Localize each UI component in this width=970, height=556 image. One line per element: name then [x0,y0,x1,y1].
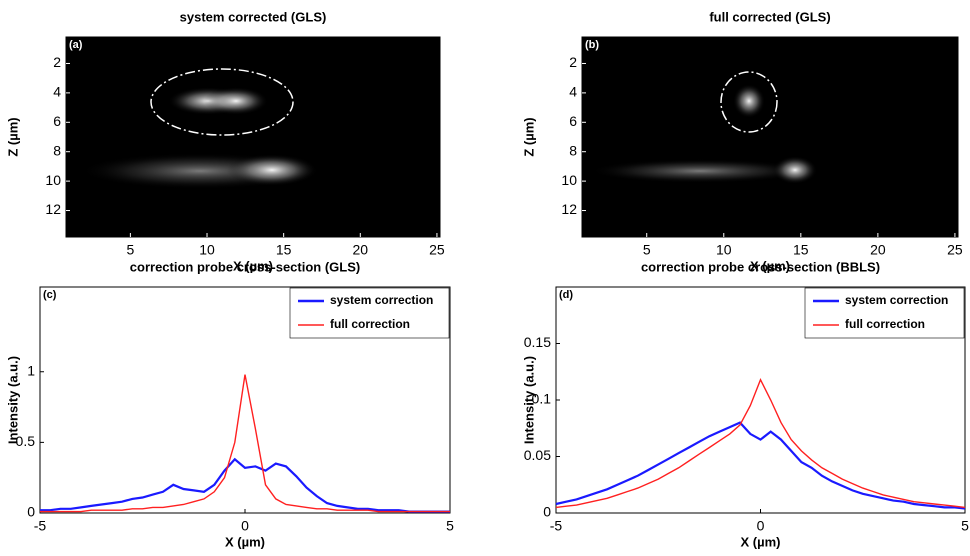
legend-label: full correction [845,317,925,331]
y-axis-label: Intensity (a.u.) [5,356,20,444]
chart-title: correction probe cross-section (GLS) [130,259,360,274]
chart-title: correction probe cross-section (BBLS) [641,259,880,274]
intensity-spot [204,87,268,115]
y-tick-label: 8 [53,142,61,158]
x-tick-label: 0 [241,518,249,534]
legend-label: system correction [845,293,948,307]
y-tick-label: 12 [45,201,61,217]
intensity-spot [590,159,810,183]
y-tick-label: 1 [27,362,35,378]
x-tick-label: 20 [353,242,369,258]
legend-box [289,287,450,339]
y-tick-label: 0.5 [16,433,36,449]
x-tick-label: -5 [550,518,563,534]
chart-title: system corrected (GLS) [180,9,327,24]
panel-label: (d) [559,289,573,301]
panel-label: (c) [43,289,57,301]
x-tick-label: 15 [276,242,292,258]
intensity-spot [227,154,317,186]
highlight-ring [150,68,294,136]
x-tick-label: 5 [643,242,651,258]
x-tick-label: 20 [870,242,886,258]
x-tick-label: 10 [716,242,732,258]
y-tick-label: 8 [569,142,577,158]
x-axis-label: X (µm) [225,534,265,549]
y-tick-label: 4 [569,84,577,100]
x-tick-label: 5 [126,242,134,258]
y-tick-label: 2 [569,54,577,70]
x-tick-label: -5 [34,518,47,534]
y-axis-label: Intensity (a.u.) [521,356,536,444]
y-axis-label: Z (µm) [5,117,20,156]
panel-label: (b) [585,39,599,51]
y-axis-label: Z (µm) [521,117,536,156]
y-tick-label: 0 [543,504,551,520]
y-tick-label: 12 [561,201,577,217]
x-tick-label: 5 [446,518,454,534]
series-line [40,457,450,513]
intensity-spot [773,156,817,184]
x-tick-label: 0 [757,518,765,534]
chart-title: full corrected (GLS) [709,9,830,24]
y-tick-label: 2 [53,54,61,70]
y-tick-label: 4 [53,84,61,100]
legend-box [804,287,965,339]
y-tick-label: 0.15 [524,334,551,350]
series-line [555,377,966,509]
plot-area [65,36,441,238]
panel-label: (a) [69,39,83,51]
x-tick-label: 15 [793,242,809,258]
y-tick-label: 10 [45,172,61,188]
x-tick-label: 10 [199,242,215,258]
x-axis-label: X (µm) [750,258,790,273]
highlight-ring [720,71,778,133]
y-tick-label: 6 [53,113,61,129]
x-tick-label: 5 [961,518,969,534]
y-tick-label: 10 [561,172,577,188]
y-tick-label: 0.05 [524,447,551,463]
legend-label: system correction [330,293,433,307]
x-axis-label: X (µm) [741,534,781,549]
plot-area [581,36,959,238]
y-tick-label: 0 [27,504,35,520]
legend-label: full correction [330,317,410,331]
x-tick-label: 25 [429,242,445,258]
y-tick-label: 6 [569,113,577,129]
intensity-spot [733,84,765,118]
x-tick-label: 25 [947,242,963,258]
y-tick-label: 0.1 [532,391,552,407]
x-axis-label: X (µm) [233,258,273,273]
series-line [555,421,966,510]
series-line [40,374,450,513]
